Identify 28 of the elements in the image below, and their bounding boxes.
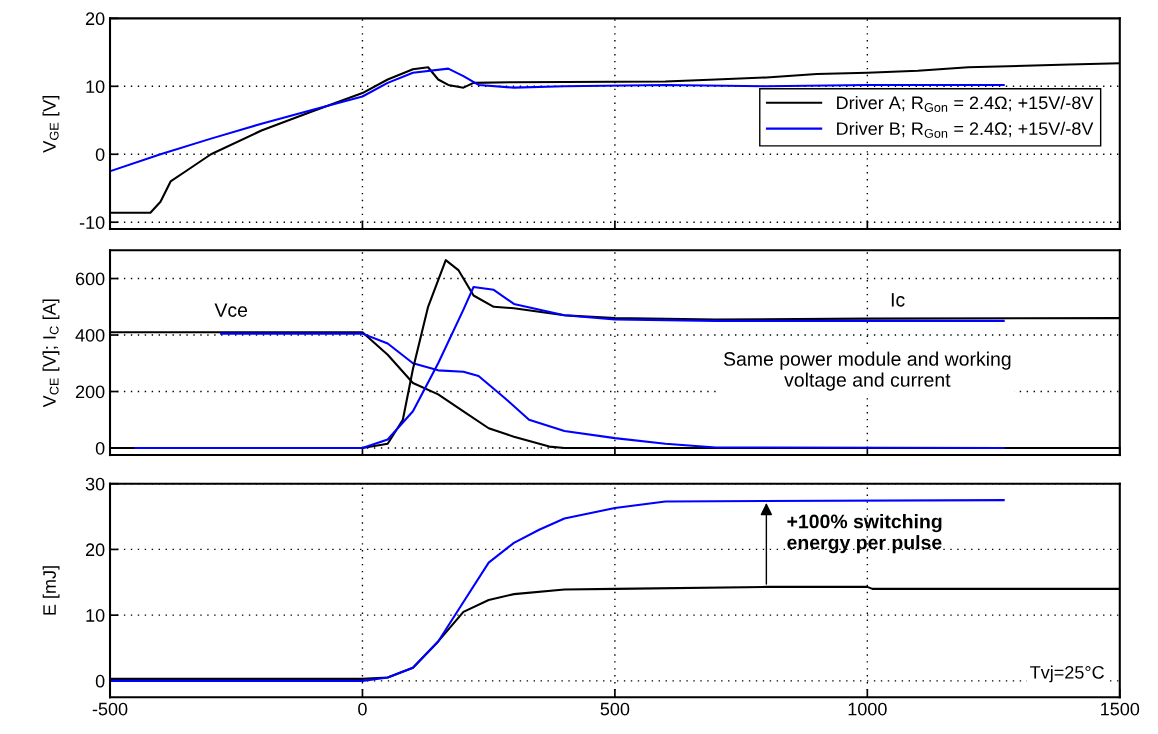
y-tick-label: 30: [85, 477, 105, 491]
y-tick-label: 20: [85, 12, 105, 26]
x-tick-label: 1000: [848, 702, 887, 716]
y-tick-label: 0: [95, 674, 105, 688]
legend-label: Driver B; R$_{Gon}$ = 2.4Ω; +15V/-8V: [837, 121, 1094, 138]
y-axis-title: E [mJ]: [42, 566, 60, 615]
y-tick-label: 20: [85, 543, 105, 557]
y-tick-label: 400: [75, 328, 105, 342]
x-tick-label: -500: [92, 702, 128, 716]
y-tick-label: 0: [95, 148, 105, 161]
line-series: [110, 499, 1005, 682]
x-tick-label: 0: [358, 702, 367, 716]
annotation: Same power module and working voltage and current: [723, 351, 1011, 391]
y-tick-label: 0: [95, 441, 105, 455]
x-tick-label: 1500: [1101, 702, 1140, 716]
legend-label: Driver A; R$_{Gon}$ = 2.4Ω; +15V/-8V: [837, 95, 1094, 112]
y-axis-title: V$_{CE}$ [V]; I$_{C}$ [A]: [42, 299, 60, 408]
y-tick-label: 200: [75, 385, 105, 399]
y-tick-label: 600: [75, 272, 105, 286]
annotation: Vce: [214, 303, 248, 317]
y-axis-title: V$_{GE}$ [V]: [42, 96, 60, 153]
annotation: Ic: [891, 293, 905, 307]
y-tick-label: 10: [86, 609, 105, 622]
x-tick-label: 500: [600, 702, 630, 716]
annotation: Tvj=25°C: [1030, 665, 1104, 683]
annotation: +100% switching energy per pulse: [787, 514, 942, 554]
y-tick-label: -10: [79, 216, 105, 229]
y-tick-label: 10: [86, 80, 105, 94]
